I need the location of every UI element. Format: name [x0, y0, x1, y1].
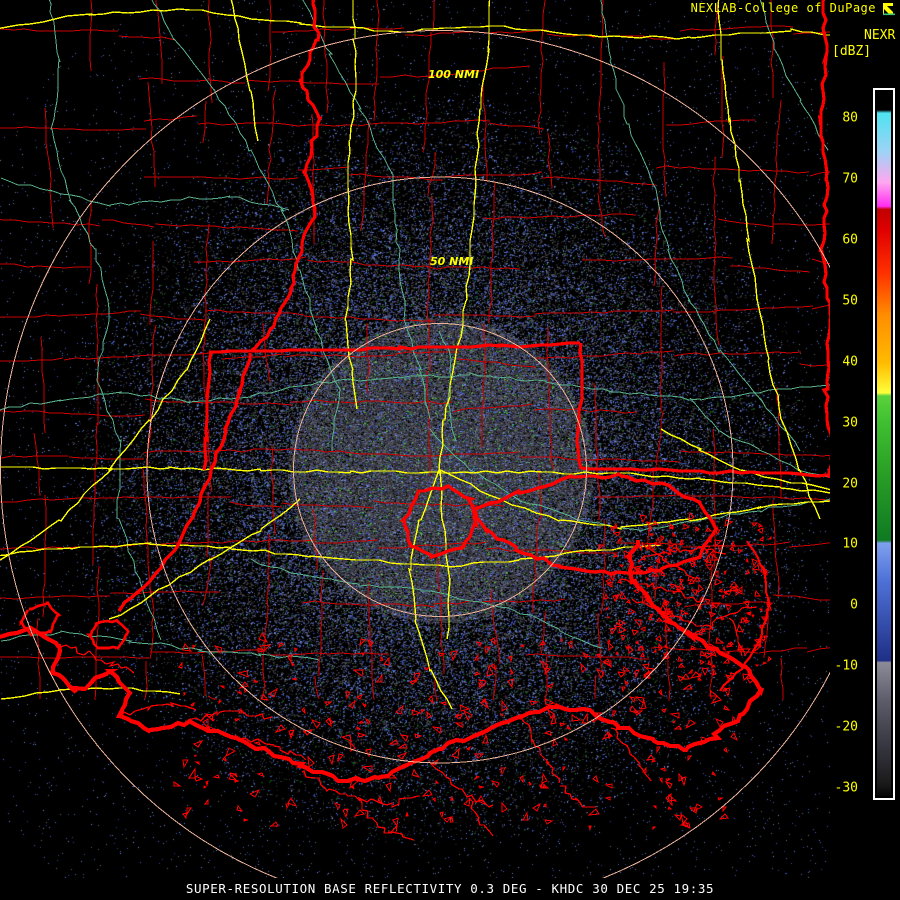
range-ring-50nmi — [293, 323, 587, 617]
highways-layer — [0, 0, 830, 710]
colorbar-tick-10: 10 — [842, 536, 858, 552]
basemap-vector-layer: 50 NMI 100 NMI — [0, 0, 830, 878]
colorbar-tick-30: 30 — [842, 415, 858, 431]
nexlab-logo-icon[interactable] — [882, 2, 896, 16]
colorbar-tick-minus10: -10 — [834, 658, 858, 674]
range-rings-layer — [0, 30, 830, 878]
range-ring-label-100nmi: 100 NMI — [428, 68, 479, 81]
colorbar-gradient — [877, 92, 891, 796]
product-status-line: SUPER-RESOLUTION BASE REFLECTIVITY 0.3 D… — [185, 881, 715, 896]
colorbar-tick-minus20: -20 — [834, 719, 858, 735]
site-credit-label: NEXLAB-College of DuPage — [690, 1, 876, 15]
county-boundaries-layer — [0, 0, 830, 702]
colorbar-tick-50: 50 — [842, 293, 858, 309]
colorbar-units-label: [dBZ] — [832, 44, 872, 59]
colorbar-tick-20: 20 — [842, 476, 858, 492]
range-ring-100nmi — [146, 176, 734, 764]
colorbar-tick-80: 80 — [842, 110, 858, 126]
colorbar-tick-minus30: -30 — [834, 780, 858, 796]
coastline-layer — [0, 353, 772, 841]
reflectivity-colorbar-legend: NEXR [dBZ] 80 70 60 50 40 30 20 10 0 -10 -20 -30 — [830, 0, 900, 878]
colorbar-title: NEXR — [864, 28, 896, 43]
state-boundaries-layer — [202, 0, 830, 478]
header-bar: NEXLAB-College of DuPage — [0, 0, 900, 18]
range-ring-label-50nmi: 50 NMI — [430, 255, 473, 268]
colorbar[interactable] — [873, 88, 895, 800]
colorbar-tick-60: 60 — [842, 232, 858, 248]
radar-map-panel[interactable]: 50 NMI 100 NMI — [0, 0, 830, 878]
colorbar-tick-40: 40 — [842, 354, 858, 370]
reflectivity-echo-layer — [0, 0, 830, 878]
colorbar-tick-0: 0 — [850, 597, 858, 613]
colorbar-tick-70: 70 — [842, 171, 858, 187]
range-ring-150nmi — [0, 30, 830, 878]
